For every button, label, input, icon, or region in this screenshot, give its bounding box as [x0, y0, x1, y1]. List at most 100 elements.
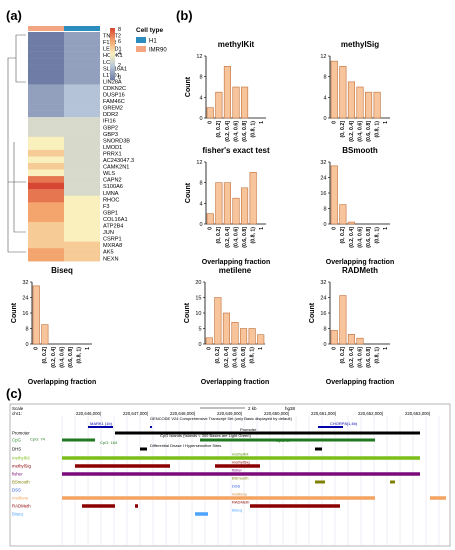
- scale-value: 2 kb: [248, 406, 257, 411]
- y-tick-label: 20: [195, 280, 201, 286]
- bar: [232, 86, 240, 119]
- heatmap-cell-imr90: [28, 248, 64, 255]
- x-tick-label: (0, 0.2]: [42, 347, 48, 364]
- bar: [240, 328, 248, 345]
- heatmap-cell-h1: [64, 149, 100, 157]
- row-dendrogram: [7, 34, 26, 253]
- x-tick-label: (0.2, 0.4]: [349, 227, 355, 248]
- track-feature: [215, 464, 260, 468]
- gene-label: IFI16: [103, 119, 116, 125]
- heatmap-cell-imr90: [28, 38, 64, 46]
- heatmap-cell-imr90: [28, 58, 64, 65]
- gene-label: CAPN2: [103, 178, 122, 184]
- y-tick-label: 24: [320, 296, 326, 302]
- imr90-annotation-bar: [28, 26, 64, 31]
- y-tick-label: 0: [199, 116, 202, 122]
- track-label: BSmooth: [12, 480, 30, 485]
- x-tick-label: 1: [383, 347, 389, 350]
- track-feature: [430, 496, 446, 500]
- x-tick-label: (0.4, 0.6]: [232, 347, 238, 368]
- heatmap-cell-h1: [64, 241, 100, 249]
- track-feature: [315, 480, 325, 484]
- heatmap-cell-h1: [64, 176, 100, 183]
- x-tick-label: (0.6, 0.8]: [366, 347, 372, 368]
- bar: [231, 321, 239, 345]
- x-axis-label: Overlapping fraction: [201, 379, 269, 386]
- heatmap-cell-imr90: [28, 97, 64, 105]
- y-tick-label: 0: [198, 342, 201, 348]
- y-tick-label: 10: [195, 311, 201, 317]
- bar: [347, 221, 355, 225]
- assembly-label: hg38: [285, 406, 296, 411]
- track-label: Promoter: [12, 431, 30, 436]
- x-tick-label: 1: [258, 347, 264, 350]
- bar: [330, 165, 338, 225]
- x-tick-label: (0.4, 0.6]: [357, 121, 363, 142]
- x-tick-label: (0.6, 0.8]: [242, 227, 248, 248]
- x-tick-label: (0.4, 0.6]: [357, 227, 363, 248]
- y-tick-label: 12: [320, 54, 326, 60]
- y-tick-label: 32: [320, 160, 326, 166]
- biseq-caption: Biseq: [232, 508, 242, 513]
- y-axis-label: Count: [11, 302, 18, 323]
- y-axis-label: Count: [185, 182, 192, 203]
- bar: [339, 204, 347, 225]
- heatmap-cell-imr90: [28, 195, 64, 203]
- track-feature: [140, 447, 147, 451]
- gene-label: AK5: [103, 250, 114, 256]
- x-tick-label: 0: [332, 227, 338, 230]
- panel-label-c: (c): [6, 386, 22, 401]
- track-label: DHS: [12, 447, 21, 452]
- heatmap-cell-h1: [64, 123, 100, 131]
- color-scale-tick: 6: [118, 39, 121, 45]
- bar: [241, 86, 249, 119]
- x-tick-label: 0: [207, 347, 213, 350]
- y-tick-label: 0: [25, 342, 28, 348]
- x-tick-label: (0, 0.2]: [215, 347, 221, 364]
- heatmap-cell-h1: [64, 235, 100, 242]
- cell-type-swatch: [136, 37, 146, 43]
- x-tick-label: 1: [383, 121, 389, 124]
- y-tick-label: 4: [323, 95, 326, 101]
- gene-label: DDR2: [103, 112, 118, 118]
- track-feature: [62, 472, 420, 476]
- x-tick-label: (0, 0.2]: [340, 347, 346, 364]
- bar: [248, 328, 256, 345]
- track-label: DSS: [12, 488, 21, 493]
- color-scale-bar: [110, 28, 115, 80]
- heatmap-cell-imr90: [28, 104, 64, 111]
- gene-label: CSRP1: [103, 237, 122, 243]
- bar: [214, 297, 222, 345]
- bar: [356, 337, 364, 345]
- y-tick-label: 0: [323, 116, 326, 122]
- y-tick-label: 12: [196, 54, 202, 60]
- x-tick-label: (0.4, 0.6]: [357, 347, 363, 368]
- heatmap-cell-h1: [64, 143, 100, 151]
- heatmap-cell-h1: [64, 58, 100, 65]
- gene-label: GBP1: [103, 210, 118, 216]
- heatmap-cell-imr90: [28, 208, 64, 216]
- heatmap-cell-imr90: [28, 241, 64, 249]
- x-tick-label: (0.8, 1): [375, 121, 381, 138]
- x-tick-label: (0.8, 1): [250, 347, 256, 364]
- methylsig-caption: methylSig: [232, 460, 250, 465]
- gene-label: GREM2: [103, 106, 123, 112]
- bsmooth-caption: BSmooth: [232, 476, 248, 481]
- bar: [330, 330, 338, 345]
- gene-label: CDKN2C: [103, 86, 126, 92]
- bar: [365, 91, 373, 119]
- bar: [206, 213, 214, 225]
- metilene-caption: metilene: [232, 492, 248, 497]
- track-label: Biseq: [12, 512, 23, 517]
- y-tick-label: 8: [323, 75, 326, 81]
- bar: [222, 312, 230, 345]
- x-tick-label: 1: [259, 227, 265, 230]
- track-feature: [62, 456, 420, 460]
- gene-label: DUSP16: [103, 93, 125, 99]
- gencode-caption: GENCODE V24 Comprehensive Transcript Set…: [150, 416, 293, 421]
- y-tick-label: 32: [320, 280, 326, 286]
- gene-label: ATP2B4: [103, 224, 123, 230]
